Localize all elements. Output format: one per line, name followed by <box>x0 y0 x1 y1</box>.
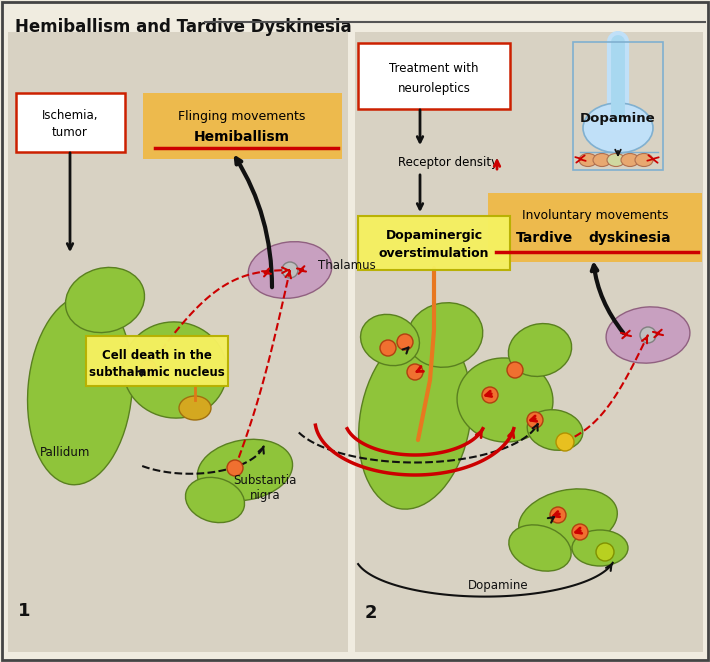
Ellipse shape <box>593 154 611 167</box>
Text: tumor: tumor <box>52 126 88 138</box>
Ellipse shape <box>408 303 483 367</box>
Ellipse shape <box>528 410 583 450</box>
Text: Receptor density: Receptor density <box>398 156 498 169</box>
Text: Dopamine: Dopamine <box>580 111 656 124</box>
Text: Substantia
nigra: Substantia nigra <box>234 474 297 502</box>
Text: Treatment with: Treatment with <box>389 62 479 75</box>
Circle shape <box>397 334 413 350</box>
Text: Dopaminergic: Dopaminergic <box>386 228 483 242</box>
Circle shape <box>507 362 523 378</box>
Ellipse shape <box>519 489 617 551</box>
FancyBboxPatch shape <box>86 336 228 386</box>
Circle shape <box>572 524 588 540</box>
Circle shape <box>407 364 423 380</box>
Ellipse shape <box>621 154 639 167</box>
Circle shape <box>482 387 498 403</box>
Text: Hemiballism: Hemiballism <box>194 130 290 144</box>
Text: dyskinesia: dyskinesia <box>589 231 672 245</box>
Ellipse shape <box>65 267 145 332</box>
Ellipse shape <box>28 295 133 485</box>
Circle shape <box>527 412 543 428</box>
Ellipse shape <box>361 314 420 365</box>
Ellipse shape <box>635 154 653 167</box>
Circle shape <box>550 507 566 523</box>
Text: Cell death in the: Cell death in the <box>102 348 212 361</box>
Circle shape <box>596 543 614 561</box>
Circle shape <box>556 433 574 451</box>
Ellipse shape <box>123 322 227 418</box>
FancyBboxPatch shape <box>143 93 342 159</box>
Text: Tardive: Tardive <box>516 231 574 245</box>
Text: Involuntary movements: Involuntary movements <box>522 209 668 222</box>
Circle shape <box>140 360 156 376</box>
FancyBboxPatch shape <box>358 216 510 270</box>
Ellipse shape <box>359 331 471 509</box>
Text: Hemiballism and Tardive Dyskinesia: Hemiballism and Tardive Dyskinesia <box>15 18 351 36</box>
Text: overstimulation: overstimulation <box>378 246 489 260</box>
Text: Flinging movements: Flinging movements <box>178 109 306 122</box>
Text: subthalamic nucleus: subthalamic nucleus <box>89 365 225 379</box>
Ellipse shape <box>572 530 628 566</box>
Text: 2: 2 <box>365 604 378 622</box>
Ellipse shape <box>508 324 572 377</box>
FancyBboxPatch shape <box>358 43 510 109</box>
Ellipse shape <box>579 154 597 167</box>
Circle shape <box>282 262 298 278</box>
Text: Dopamine: Dopamine <box>468 579 528 592</box>
Text: Pallidum: Pallidum <box>40 446 90 459</box>
FancyBboxPatch shape <box>16 93 125 152</box>
Ellipse shape <box>457 358 553 442</box>
Ellipse shape <box>607 154 625 167</box>
Ellipse shape <box>197 440 293 500</box>
Ellipse shape <box>606 307 690 363</box>
FancyBboxPatch shape <box>355 32 703 652</box>
Text: Thalamus: Thalamus <box>318 258 376 271</box>
FancyBboxPatch shape <box>488 193 702 262</box>
Circle shape <box>380 340 396 356</box>
Text: Ischemia,: Ischemia, <box>42 109 98 122</box>
Text: 1: 1 <box>18 602 31 620</box>
FancyBboxPatch shape <box>8 32 348 652</box>
Ellipse shape <box>185 477 244 522</box>
Ellipse shape <box>509 525 571 571</box>
Circle shape <box>227 460 243 476</box>
Ellipse shape <box>179 396 211 420</box>
Ellipse shape <box>248 242 332 299</box>
Text: neuroleptics: neuroleptics <box>398 81 471 95</box>
Circle shape <box>640 327 656 343</box>
Ellipse shape <box>583 103 653 153</box>
